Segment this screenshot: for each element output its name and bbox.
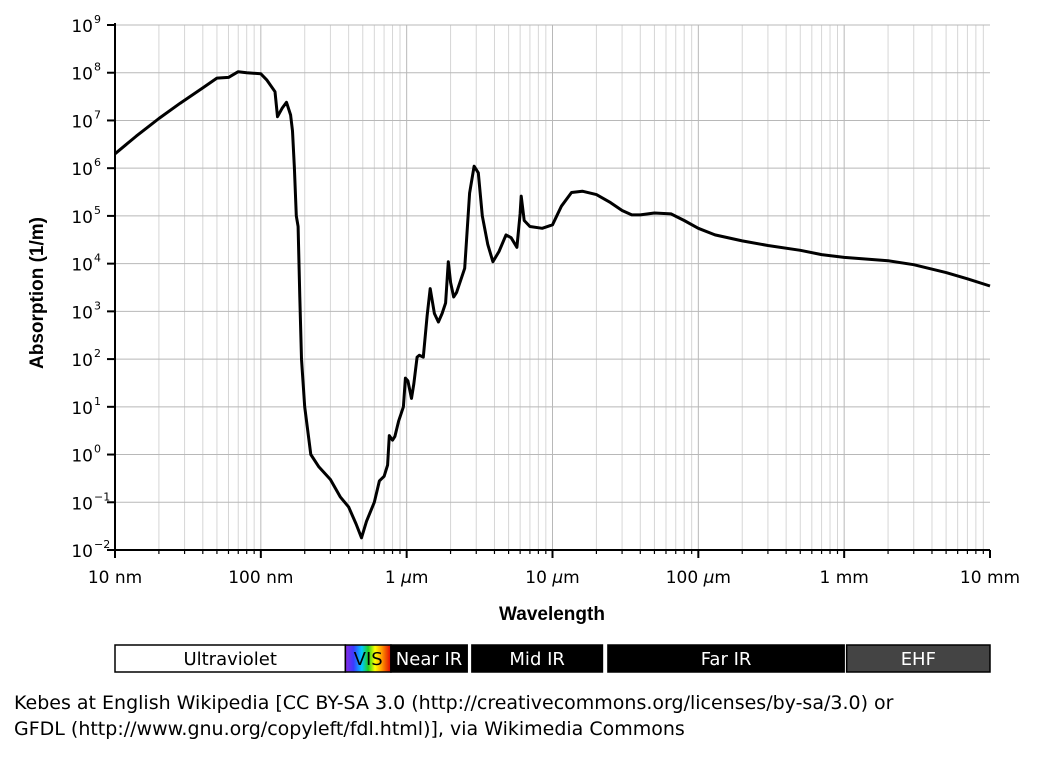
y-tick-exponent: 4 xyxy=(94,252,101,265)
attribution-credit: Kebes at English Wikipedia [CC BY-SA 3.0… xyxy=(14,690,1054,742)
y-tick-exponent: 6 xyxy=(94,156,101,169)
y-axis-title: Absorption (1/m) xyxy=(27,217,48,369)
x-tick-label: 100 μm xyxy=(666,568,731,588)
y-tick-label: 10 xyxy=(71,542,93,562)
x-axis-ticks: 10 nm 100 nm 1 μm 10 μm 100 μm 1 mm 10 mm xyxy=(88,550,1020,588)
band-label-mid-ir: Mid IR xyxy=(509,649,565,670)
y-tick-label: 10 xyxy=(71,65,93,85)
y-tick-exponent: −2 xyxy=(94,538,110,551)
band-label-vis: VIS xyxy=(354,649,383,670)
x-tick-label: 10 nm xyxy=(88,568,142,588)
y-tick-exponent: 1 xyxy=(94,395,101,408)
y-tick-label: 10 xyxy=(71,494,93,514)
band-ultraviolet xyxy=(114,644,347,673)
band-label-ehf: EHF xyxy=(901,649,936,670)
y-tick-exponent: 7 xyxy=(94,108,101,121)
y-tick-exponent: 5 xyxy=(94,204,101,217)
band-ehf xyxy=(845,644,991,673)
band-label-far-ir: Far IR xyxy=(701,649,752,670)
band-near-ir xyxy=(390,644,468,673)
plot-grid xyxy=(114,24,990,551)
y-tick-label: 10 xyxy=(71,303,93,323)
y-tick-label: 10 xyxy=(71,17,93,37)
y-tick-label: 10 xyxy=(71,112,93,132)
y-tick-label: 10 xyxy=(71,208,93,228)
y-tick-exponent: 8 xyxy=(94,61,101,74)
y-tick-exponent: 3 xyxy=(94,299,101,312)
y-tick-exponent: 9 xyxy=(94,13,101,26)
band-label-ultraviolet: Ultraviolet xyxy=(183,649,276,670)
x-axis-title: Wavelength xyxy=(499,604,605,625)
band-label-near-ir: Near IR xyxy=(396,649,463,670)
band-mid-ir xyxy=(471,644,604,673)
y-tick-label: 10 xyxy=(71,447,93,467)
y-tick-label: 10 xyxy=(71,256,93,276)
credit-line-1: Kebes at English Wikipedia [CC BY-SA 3.0… xyxy=(14,692,894,714)
spectrum-bands: Ultraviolet VIS Near IR Mid IR Far IR EHF xyxy=(114,644,991,673)
y-tick-exponent: 0 xyxy=(94,443,101,456)
x-tick-label: 1 μm xyxy=(385,568,429,588)
x-tick-label: 10 μm xyxy=(525,568,579,588)
x-tick-label: 1 mm xyxy=(819,568,868,588)
x-tick-label: 100 nm xyxy=(228,568,293,588)
x-tick-label: 10 mm xyxy=(960,568,1020,588)
absorption-curve xyxy=(114,70,991,540)
y-tick-label: 10 xyxy=(71,351,93,371)
y-tick-exponent: 2 xyxy=(94,347,101,360)
y-tick-label: 10 xyxy=(71,399,93,419)
band-far-ir xyxy=(607,644,845,673)
y-tick-label: 10 xyxy=(71,160,93,180)
y-tick-exponent: −1 xyxy=(94,490,110,503)
credit-line-2: GFDL (http://www.gnu.org/copyleft/fdl.ht… xyxy=(14,718,685,740)
